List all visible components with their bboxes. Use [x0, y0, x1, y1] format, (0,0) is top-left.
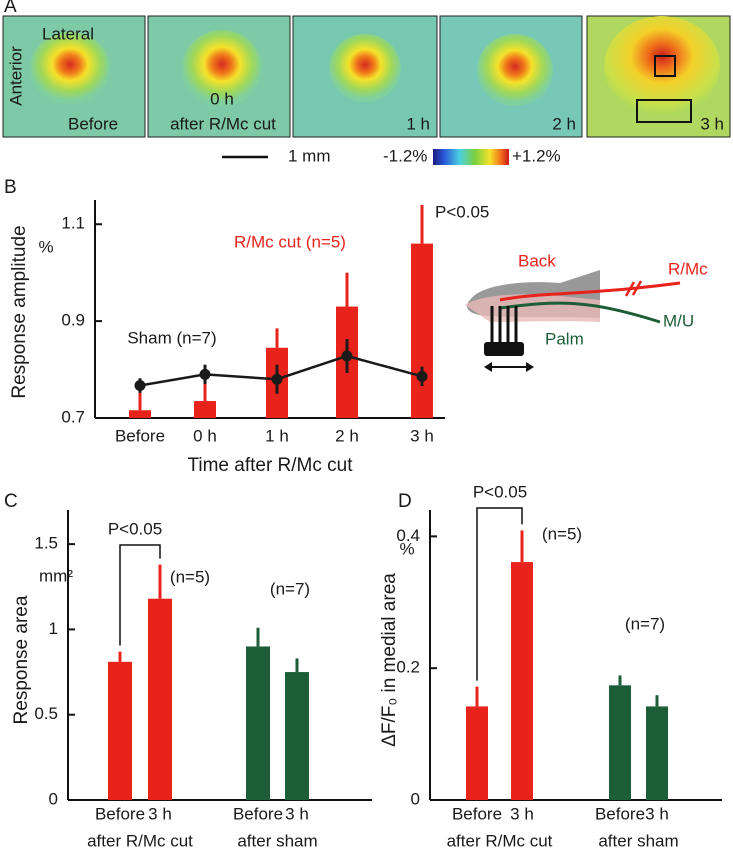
roi-box [636, 99, 692, 123]
y-axis-label: ΔF/F₀ in medial area [379, 573, 400, 747]
hand-diagram [465, 270, 681, 372]
annotation: P<0.05 [473, 482, 527, 501]
stimulator-base [484, 342, 524, 356]
y-tick-label: 0.2 [396, 658, 420, 677]
image-label: 1 h [406, 114, 430, 133]
y-tick-label: 1.5 [34, 534, 58, 553]
data-point [341, 350, 353, 362]
response-blob [30, 32, 110, 104]
cut-mark [631, 280, 643, 296]
bar [466, 706, 488, 800]
image-label: Lateral [42, 24, 94, 43]
x-tick-label: 3 h [645, 804, 669, 823]
group-label: after R/Mc cut [87, 831, 193, 850]
diagram-label: M/U [663, 311, 694, 330]
y-tick-label: 0.7 [61, 407, 85, 426]
stimulator-pins [490, 306, 518, 343]
hand-skin [465, 294, 600, 322]
y-tick-label: 0 [411, 789, 420, 808]
series-label: Sham (n=7) [127, 328, 216, 347]
y-tick-label: 1.1 [61, 214, 85, 233]
panel-label: D [398, 491, 412, 512]
bar [609, 685, 631, 800]
diagram-label: Back [518, 251, 556, 270]
bar [194, 401, 216, 418]
y-axis-label: Response amplitude [9, 225, 30, 398]
bar [108, 661, 132, 800]
image-label: Anterior [6, 46, 25, 106]
x-tick-label: 3 h [285, 804, 309, 823]
bar [411, 243, 433, 418]
x-tick-label: Before [595, 804, 645, 823]
x-tick-label: 3 h [510, 804, 534, 823]
bar [285, 672, 309, 800]
colorbar [433, 149, 509, 165]
x-tick-label: 3 h [148, 804, 172, 823]
annotation: P<0.05 [435, 202, 489, 221]
annotation: (n=7) [625, 614, 665, 633]
bar [129, 410, 151, 418]
data-point [416, 370, 428, 382]
bar [511, 562, 533, 800]
x-tick-label: Before [95, 804, 145, 823]
x-tick-label: Before [452, 804, 502, 823]
panel-label: A [4, 0, 17, 17]
panel-label: B [4, 177, 17, 198]
y-tick-label: 0.4 [396, 526, 420, 545]
x-tick-label: 2 h [335, 426, 359, 445]
panel-label: C [4, 491, 18, 512]
y-unit: % [399, 539, 414, 558]
y-tick-label: 0.5 [34, 704, 58, 723]
group-label: after R/Mc cut [447, 831, 553, 850]
significance-bracket [119, 544, 161, 646]
response-blob [604, 16, 720, 116]
data-point [199, 368, 211, 380]
y-tick-label: 0.9 [61, 311, 85, 330]
group-label: after sham [598, 831, 678, 850]
response-blob [477, 34, 553, 106]
annotation: (n=5) [542, 524, 582, 543]
x-axis-label: Time after R/Mc cut [187, 455, 353, 476]
roi-box [654, 55, 676, 77]
annotation: P<0.05 [108, 519, 162, 538]
bar [148, 598, 172, 800]
annotation: (n=5) [170, 567, 210, 586]
scale-bar-label: 1 mm [288, 146, 331, 165]
x-tick-label: 0 h [193, 426, 217, 445]
x-tick-label: 1 h [265, 426, 289, 445]
data-point [134, 380, 146, 392]
diagram-label: R/Mc [668, 259, 708, 278]
bar [246, 646, 270, 800]
image-label: Before [68, 114, 118, 133]
y-tick-label: 1 [49, 619, 58, 638]
x-tick-label: Before [115, 426, 165, 445]
y-unit: mm² [39, 566, 73, 585]
cut-mark [624, 281, 636, 297]
colorbar-label: +1.2% [512, 146, 561, 165]
x-tick-label: 3 h [410, 426, 434, 445]
y-unit: % [38, 237, 53, 256]
group-label: after sham [237, 831, 317, 850]
bar [646, 706, 668, 800]
nerve-rmc [499, 281, 681, 302]
panel-a-images [2, 15, 731, 138]
response-blob [182, 30, 262, 106]
colorbar-label: -1.2% [383, 146, 427, 165]
image-label: 3 h [700, 114, 724, 133]
response-blob [329, 34, 401, 102]
nerve-mu [499, 301, 661, 324]
image-label: 2 h [552, 114, 576, 133]
x-tick-label: Before [233, 804, 283, 823]
annotation: (n=7) [270, 579, 310, 598]
data-point [271, 373, 283, 385]
image-label: 0 h [210, 89, 234, 108]
y-axis-label: Response area [11, 595, 32, 724]
image-label: after R/Mc cut [170, 114, 276, 133]
y-tick-label: 0 [49, 789, 58, 808]
diagram-label: Palm [545, 329, 584, 348]
series-label: R/Mc cut (n=5) [234, 232, 346, 251]
significance-bracket [476, 507, 523, 681]
